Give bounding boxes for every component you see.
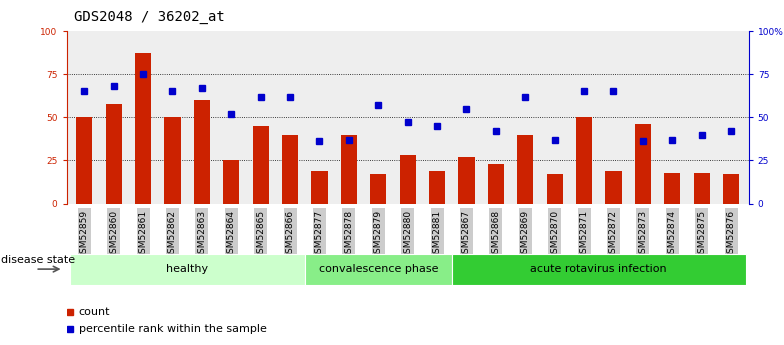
Bar — [76, 117, 93, 204]
Bar — [459, 157, 474, 204]
Text: disease state: disease state — [1, 256, 75, 265]
Bar — [452, 254, 746, 285]
Bar — [546, 174, 563, 204]
Bar — [517, 135, 533, 204]
Bar — [605, 171, 622, 204]
Text: count: count — [78, 307, 110, 317]
Text: convalescence phase: convalescence phase — [318, 264, 438, 274]
Bar — [576, 117, 592, 204]
Bar — [106, 104, 122, 204]
Bar — [70, 254, 305, 285]
Bar — [282, 135, 298, 204]
Bar — [341, 135, 357, 204]
Bar — [429, 171, 445, 204]
Text: healthy: healthy — [166, 264, 209, 274]
Bar — [694, 172, 710, 204]
Bar — [223, 160, 239, 204]
Bar — [723, 174, 739, 204]
Bar — [664, 172, 681, 204]
Bar — [400, 155, 416, 204]
Bar — [370, 174, 387, 204]
Bar — [252, 126, 269, 204]
Bar — [165, 117, 180, 204]
Bar — [194, 100, 210, 204]
Bar — [305, 254, 452, 285]
Bar — [135, 53, 151, 204]
Bar — [311, 171, 328, 204]
Text: GDS2048 / 36202_at: GDS2048 / 36202_at — [74, 10, 225, 24]
Text: percentile rank within the sample: percentile rank within the sample — [78, 325, 267, 334]
Bar — [488, 164, 504, 204]
Bar — [635, 124, 651, 204]
Text: acute rotavirus infection: acute rotavirus infection — [531, 264, 667, 274]
